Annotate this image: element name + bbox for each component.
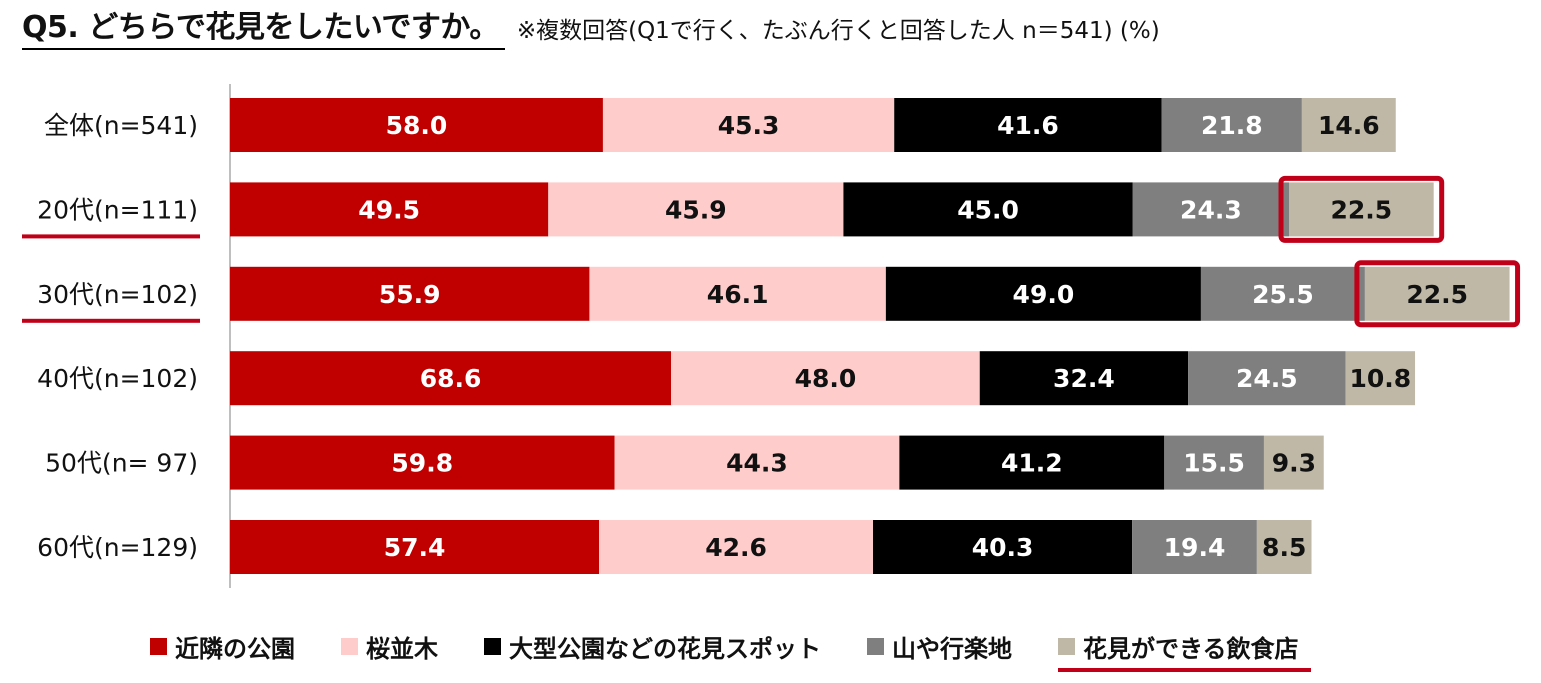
data-label: 48.0	[795, 364, 857, 393]
data-label: 41.2	[1001, 449, 1063, 478]
data-label: 42.6	[705, 533, 767, 562]
bar-segment	[230, 351, 672, 406]
data-label: 24.3	[1180, 195, 1242, 224]
bar-segment	[230, 435, 615, 490]
data-label: 59.8	[391, 449, 453, 478]
bar-segment	[230, 98, 603, 152]
data-label: 44.3	[726, 449, 788, 478]
data-label: 22.5	[1406, 280, 1468, 309]
data-label: 45.9	[665, 195, 727, 224]
highlight-box	[1278, 175, 1445, 243]
legend-label: 桜並木	[366, 634, 438, 663]
legend-swatch	[341, 637, 358, 655]
data-label: 32.4	[1053, 364, 1115, 393]
data-label: 57.4	[384, 533, 446, 562]
data-label: 8.5	[1262, 533, 1306, 562]
bar-segment	[1132, 520, 1257, 574]
data-label: 22.5	[1331, 195, 1393, 224]
bar-segment	[599, 520, 873, 574]
bar-segment	[230, 182, 549, 237]
bar-segment	[899, 435, 1165, 490]
data-label: 55.9	[379, 280, 441, 309]
data-label: 14.6	[1318, 111, 1380, 140]
legend-item: 桜並木	[341, 629, 438, 664]
data-label: 25.5	[1252, 280, 1314, 309]
data-label: 45.0	[957, 195, 1019, 224]
bar-segment	[1301, 98, 1396, 152]
category-label: 40代(n=102)	[37, 364, 198, 393]
category-label: 60代(n=129)	[37, 533, 198, 562]
bar-segment	[979, 351, 1189, 406]
legend-item: 近隣の公園	[150, 629, 295, 664]
data-label: 45.3	[718, 111, 780, 140]
bar-segment	[873, 520, 1133, 574]
legend-swatch	[867, 637, 884, 655]
data-label: 24.5	[1236, 364, 1298, 393]
bar-segment	[671, 351, 980, 406]
bar-segment	[614, 435, 900, 490]
category-label: 20代(n=111)	[37, 195, 198, 224]
bar-segment	[1263, 435, 1324, 490]
bar-segment	[602, 98, 895, 152]
bar-segment	[843, 182, 1133, 237]
bar-segment	[1345, 351, 1416, 406]
legend-item: 山や行楽地	[867, 629, 1012, 664]
legend-swatch	[484, 637, 501, 655]
data-label: 41.6	[997, 111, 1059, 140]
data-label: 68.6	[420, 364, 482, 393]
legend-item: 大型公園などの花見スポット	[484, 629, 821, 664]
data-label: 49.5	[358, 195, 420, 224]
bar-segment	[230, 520, 600, 574]
legend-label: 大型公園などの花見スポット	[509, 634, 821, 663]
bar-segment	[894, 98, 1162, 152]
data-label: 19.4	[1164, 533, 1226, 562]
bar-segment	[1200, 266, 1365, 321]
bar-segment	[1161, 98, 1302, 152]
legend: 近隣の公園 桜並木 大型公園などの花見スポット 山や行楽地 花見ができる飲食店	[150, 626, 1311, 672]
data-label: 40.3	[972, 533, 1034, 562]
legend-label: 花見ができる飲食店	[1083, 634, 1299, 663]
bar-segment	[1289, 182, 1434, 237]
highlight-box	[1354, 260, 1521, 328]
data-label: 15.5	[1183, 449, 1245, 478]
category-label: 30代(n=102)	[37, 280, 198, 309]
data-label: 46.1	[707, 280, 769, 309]
bar-segment	[1188, 351, 1346, 406]
bar-segment	[1256, 520, 1312, 574]
legend-label: 近隣の公園	[175, 634, 295, 663]
legend-label: 山や行楽地	[892, 634, 1012, 663]
bar-segment	[589, 266, 886, 321]
data-label: 49.0	[1013, 280, 1075, 309]
category-underline	[22, 234, 200, 239]
legend-swatch	[1058, 637, 1075, 655]
bar-segment	[1132, 182, 1290, 237]
data-label: 9.3	[1272, 449, 1316, 478]
data-label: 21.8	[1201, 111, 1263, 140]
legend-swatch	[150, 637, 167, 655]
bar-segment	[230, 266, 590, 321]
bar-segment	[1364, 266, 1510, 321]
chart-subtitle: ※複数回答(Q1で行く、たぶん行くと回答した人 n＝541) (%)	[516, 18, 1160, 44]
bar-segment	[548, 182, 844, 237]
bar-segment	[885, 266, 1201, 321]
data-label: 10.8	[1349, 364, 1411, 393]
category-underline	[22, 318, 200, 323]
data-label: 58.0	[386, 111, 448, 140]
chart-title: Q5. どちらで花見をしたいですか。	[22, 10, 505, 50]
stacked-bar-chart: 全体(n=541) 58.0 45.3 41.6 21.8 14.6 20代(n=111) 4…	[22, 84, 1521, 588]
category-label: 50代(n= 97)	[45, 449, 198, 478]
bar-segment	[1164, 435, 1264, 490]
legend-item: 花見ができる飲食店	[1058, 629, 1311, 672]
category-label: 全体(n=541)	[44, 111, 198, 140]
